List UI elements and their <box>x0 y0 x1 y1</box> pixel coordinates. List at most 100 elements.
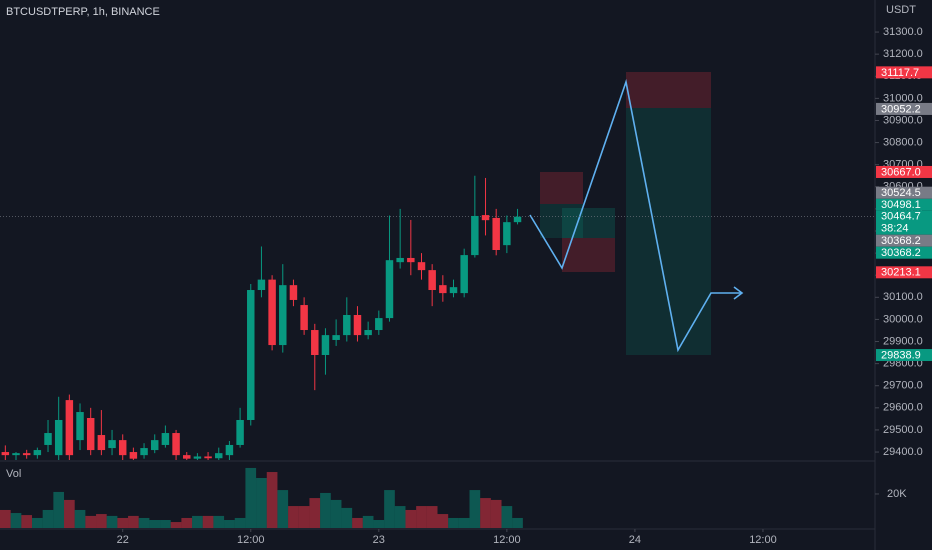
target-zone <box>540 204 583 238</box>
candle-body <box>407 257 415 263</box>
volume-bar <box>128 515 139 528</box>
price-marker-label: 30368.2 <box>881 235 921 247</box>
volume-bar <box>256 477 267 528</box>
position-tools <box>529 72 744 355</box>
candle-body <box>183 455 191 459</box>
volume-bar <box>512 517 523 528</box>
candle-body <box>385 260 394 319</box>
volume-bar <box>138 517 150 528</box>
volume-bar <box>117 517 129 528</box>
volume-bar <box>181 517 193 528</box>
price-marker-label: 30213.1 <box>881 267 921 279</box>
candle-body <box>289 285 298 300</box>
volume-bar <box>437 514 449 528</box>
price-marker-label: 30667.0 <box>881 166 921 178</box>
volume-bar <box>341 507 353 528</box>
path-drawing <box>529 78 742 353</box>
candle-body <box>375 318 383 331</box>
volume-tick-label: 20K <box>887 488 907 500</box>
volume-bar <box>53 491 65 528</box>
candle-body <box>257 279 266 291</box>
y-tick-label: 29400.0 <box>883 446 923 458</box>
price-marker <box>876 66 932 79</box>
price-marker <box>876 102 932 115</box>
current-price-label: 30464.7 <box>881 211 921 223</box>
candle-body <box>108 440 116 449</box>
candle-body <box>353 314 362 336</box>
price-marker-label: 30524.5 <box>881 187 921 199</box>
candle-body <box>332 335 340 340</box>
x-tick-label: 12:00 <box>493 534 521 546</box>
y-tick-label: 30100.0 <box>883 291 923 303</box>
volume-bars <box>0 467 523 528</box>
stop-zone <box>540 172 583 204</box>
volume-bar <box>362 515 374 528</box>
price-marker <box>876 234 932 247</box>
volume-bar <box>192 515 203 528</box>
candle-body <box>65 400 74 456</box>
volume-bar <box>64 499 75 528</box>
chart-title: BTCUSDTPERP, 1h, BINANCE <box>6 6 160 18</box>
candles <box>1 175 522 460</box>
volume-bar <box>501 506 513 528</box>
y-tick-label: 30000.0 <box>883 313 923 325</box>
price-marker <box>876 186 932 199</box>
x-tick-label: 22 <box>117 534 129 546</box>
candle-body <box>225 444 234 456</box>
price-marker <box>876 246 932 259</box>
candle-body <box>471 215 479 256</box>
volume-bar <box>266 472 278 528</box>
y-tick-label: 31000.0 <box>883 92 923 104</box>
candle-body <box>492 217 500 251</box>
price-marker-label: 30498.1 <box>881 199 921 211</box>
volume-bar <box>384 490 395 528</box>
volume-bar <box>426 506 438 528</box>
y-tick-label: 29900.0 <box>883 335 923 347</box>
volume-bar <box>448 517 459 528</box>
volume-bar <box>74 509 86 528</box>
volume-bar <box>309 498 321 528</box>
volume-bar <box>490 499 502 528</box>
candle-body <box>97 435 106 451</box>
y-tick-label: 30800.0 <box>883 136 923 148</box>
candle-body <box>118 440 127 456</box>
volume-bar <box>394 506 406 528</box>
y-tick-label: 29700.0 <box>883 380 923 392</box>
volume-bar <box>330 499 342 528</box>
candle-body <box>54 419 63 456</box>
volume-bar <box>32 517 43 528</box>
x-tick-label: 12:00 <box>237 534 265 546</box>
volume-bar <box>352 517 363 528</box>
volume-bar <box>245 467 257 528</box>
x-tick-label: 23 <box>373 534 385 546</box>
countdown-label: 38:24 <box>881 223 909 235</box>
candle-body <box>215 453 223 459</box>
target-zone <box>562 208 615 238</box>
volume-bar <box>96 514 107 528</box>
price-marker <box>876 198 932 211</box>
candle-body <box>33 450 42 456</box>
volume-bar <box>416 506 427 528</box>
volume-bar <box>106 515 118 528</box>
candle-body <box>417 262 426 271</box>
candle-body <box>396 257 404 263</box>
volume-bar <box>480 498 491 528</box>
volume-bar <box>170 522 182 528</box>
candle-body <box>300 305 308 331</box>
candle-body <box>12 453 20 456</box>
candle-body <box>161 433 170 445</box>
price-marker-label: 31117.7 <box>881 67 919 79</box>
volume-bar <box>320 492 331 528</box>
candle-body <box>311 330 319 356</box>
candle-body <box>460 255 468 294</box>
volume-bar <box>21 515 33 528</box>
candle-body <box>44 433 52 445</box>
candle-body <box>513 216 522 223</box>
volume-bar <box>42 509 54 528</box>
current-price-marker <box>876 210 932 235</box>
candle-body <box>503 222 511 246</box>
price-marker <box>876 349 932 362</box>
y-tick-label: 31200.0 <box>883 48 923 60</box>
volume-bar <box>149 520 161 528</box>
